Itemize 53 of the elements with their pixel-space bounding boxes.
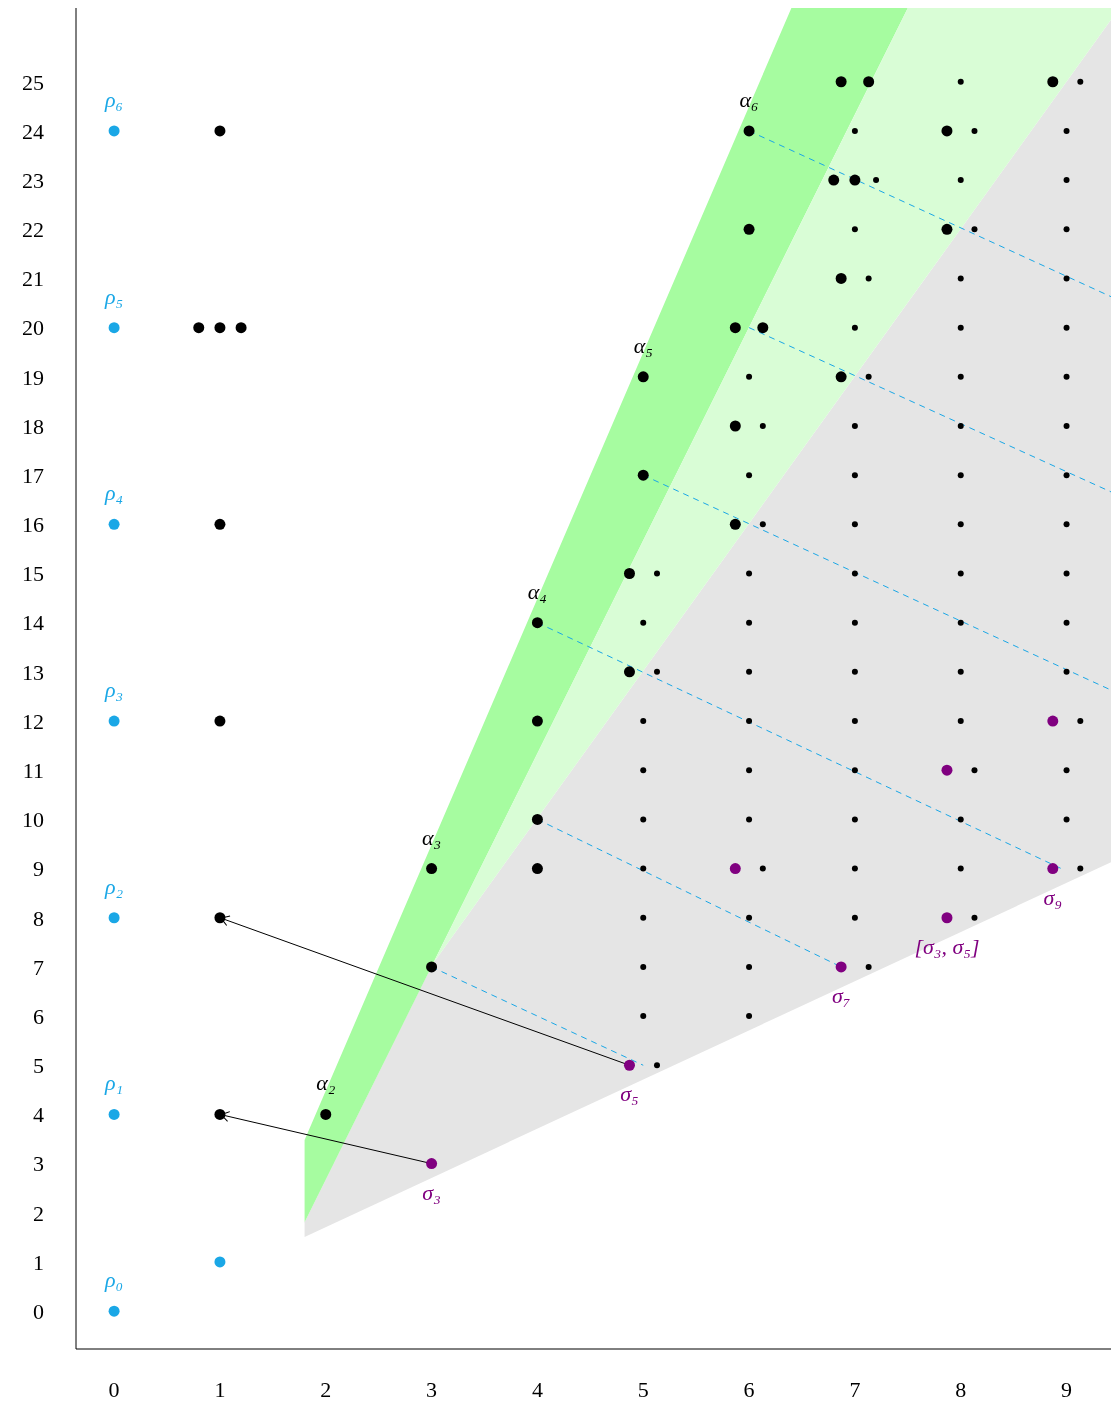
data-label: σ₉ xyxy=(1043,884,1063,910)
data-label: α₅ xyxy=(633,332,653,358)
y-tick-label: 16 xyxy=(22,512,44,538)
data-label: α₆ xyxy=(739,86,759,112)
data-label: ρ₁ xyxy=(103,1070,124,1096)
y-tick-label: 19 xyxy=(22,364,44,390)
y-tick-label: 24 xyxy=(22,118,44,144)
y-tick-label: 3 xyxy=(33,1151,44,1177)
y-tick-label: 18 xyxy=(22,413,44,439)
y-tick-label: 8 xyxy=(33,905,44,931)
x-tick-label: 6 xyxy=(743,1376,755,1402)
y-tick-label: 9 xyxy=(33,856,44,882)
y-tick-label: 10 xyxy=(22,807,44,833)
x-tick-label: 0 xyxy=(108,1376,120,1402)
x-tick-label: 5 xyxy=(637,1376,649,1402)
x-tick-label: 9 xyxy=(1061,1376,1073,1402)
y-tick-label: 22 xyxy=(22,217,44,243)
y-tick-label: 2 xyxy=(33,1200,44,1226)
y-tick-label: 1 xyxy=(33,1249,44,1275)
y-tick-label: 12 xyxy=(22,708,44,734)
data-label: σ₃ xyxy=(422,1179,441,1205)
y-tick-label: 17 xyxy=(22,462,44,488)
data-label: ρ₆ xyxy=(103,86,124,112)
y-tick-label: 5 xyxy=(33,1053,44,1079)
data-label: ρ₄ xyxy=(103,480,124,506)
y-tick-label: 21 xyxy=(22,266,44,292)
y-tick-label: 11 xyxy=(22,758,44,784)
y-tick-label: 15 xyxy=(22,561,44,587)
data-label: α₃ xyxy=(421,824,442,850)
data-label: ρ₃ xyxy=(103,677,124,703)
data-label: σ₅ xyxy=(620,1081,639,1107)
x-tick-label: 8 xyxy=(955,1376,967,1402)
data-label: ρ₂ xyxy=(103,873,124,899)
x-tick-label: 4 xyxy=(531,1376,543,1402)
x-tick-label: 3 xyxy=(426,1376,438,1402)
y-tick-label: 14 xyxy=(22,610,44,636)
y-tick-label: 25 xyxy=(22,69,44,95)
y-tick-label: 23 xyxy=(22,167,44,193)
x-tick-label: 2 xyxy=(320,1376,332,1402)
y-tick-label: 13 xyxy=(22,659,44,685)
data-label: α₄ xyxy=(527,578,548,604)
data-label: ρ₀ xyxy=(103,1267,124,1293)
data-label: α₂ xyxy=(316,1070,336,1096)
y-tick-label: 4 xyxy=(33,1102,44,1128)
data-label: ρ₅ xyxy=(103,283,124,309)
data-label: σ₇ xyxy=(831,982,851,1008)
y-tick-label: 7 xyxy=(33,954,44,980)
data-label: [σ₃, σ₅] xyxy=(914,933,980,959)
y-tick-label: 20 xyxy=(22,315,44,341)
x-tick-label: 1 xyxy=(214,1376,226,1402)
x-tick-label: 7 xyxy=(849,1376,861,1402)
y-tick-label: 0 xyxy=(33,1298,44,1324)
y-tick-label: 6 xyxy=(33,1003,44,1029)
